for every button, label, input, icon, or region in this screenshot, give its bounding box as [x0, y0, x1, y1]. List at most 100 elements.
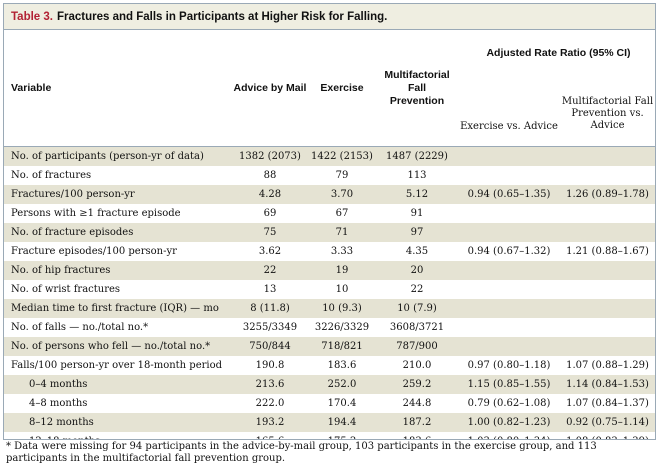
table-row: 8–12 months 193.2 194.4 187.2 1.00 (0.82–1.2… — [4, 413, 655, 432]
cell-exercise-ratio: 0.94 (0.65–1.35) — [460, 185, 558, 204]
cell-exercise: 3.33 — [330, 246, 354, 257]
row-label: No. of falls — no./total no.* — [11, 322, 149, 333]
cell-multi-ratio: 1.08 (0.83–1.39) — [558, 432, 655, 439]
row-label: 8–12 months — [4, 413, 230, 432]
table-frame: Table 3. Fractures and Falls in Particip… — [3, 3, 656, 440]
cell-exercise: 10 — [335, 284, 349, 295]
cell-multifactorial: 787/900 — [374, 337, 460, 356]
cell-multi-ratio — [558, 223, 655, 242]
cell-exercise-ratio — [460, 280, 558, 299]
row-label: Median time to first fracture (IQR) — mo — [4, 299, 230, 318]
cell-multifactorial: 5.12 — [374, 185, 460, 204]
table-row: No. of hip fractures 22 19 20 — [4, 261, 655, 280]
cell-advice: 193.2 — [230, 413, 310, 432]
table-row: No. of persons who fell — no./total no.*… — [4, 337, 655, 356]
cell-exercise-ratio: 0.97 (0.80–1.18) — [467, 360, 551, 371]
cell-advice: 75 — [230, 223, 310, 242]
cell-multi-ratio — [558, 146, 655, 166]
cell-exercise-ratio: 1.03 (0.80–1.34) — [460, 432, 558, 439]
cell-multifactorial: 1487 (2229) — [374, 146, 460, 166]
table-title: Fractures and Falls in Participants at H… — [56, 10, 388, 23]
cell-multifactorial: 97 — [374, 223, 460, 242]
cell-multifactorial: 91 — [410, 208, 424, 219]
cell-advice: 22 — [230, 261, 310, 280]
cell-advice: 222.0 — [255, 398, 285, 409]
cell-exercise-ratio — [460, 318, 558, 337]
cell-exercise: 3.70 — [310, 185, 374, 204]
row-label: 12–18 months — [4, 432, 230, 439]
cell-multifactorial: 4.35 — [405, 246, 429, 257]
table-number: Table 3. — [11, 10, 53, 23]
cell-exercise: 3226/3329 — [314, 322, 370, 333]
table-row: 12–18 months165.6175.2183.61.03 (0.80–1.… — [4, 432, 655, 439]
cell-exercise-ratio: 1.15 (0.85–1.55) — [460, 375, 558, 394]
cell-advice: 750/844 — [230, 337, 310, 356]
header-multifactorial-text: Multifactorial Fall Prevention — [384, 68, 450, 107]
subheader-multi-vs-advice: Multifactorial Fall Prevention vs. Advic… — [561, 96, 654, 131]
cell-multifactorial: 22 — [410, 284, 424, 295]
cell-multifactorial: 20 — [374, 261, 460, 280]
table-body: No. of participants (person-yr of data) 1… — [4, 146, 655, 439]
cell-advice: 213.6 — [230, 375, 310, 394]
cell-exercise: 19 — [310, 261, 374, 280]
cell-multifactorial: 10 (7.9) — [374, 299, 460, 318]
cell-exercise-ratio — [460, 146, 558, 166]
cell-advice: 13 — [263, 284, 277, 295]
table-row: 4–8 months 222.0 170.4 244.8 0.79 (0.62–1.08… — [4, 394, 655, 413]
cell-exercise: 252.0 — [310, 375, 374, 394]
cell-exercise-ratio — [460, 204, 558, 223]
cell-exercise-ratio — [460, 166, 558, 185]
header-variable: Variable — [11, 82, 52, 94]
row-label: 0–4 months — [4, 375, 230, 394]
row-label: No. of fractures — [11, 170, 92, 181]
cell-advice: 3.62 — [258, 246, 282, 257]
cell-multifactorial: 183.6 — [374, 432, 460, 439]
cell-multi-ratio: 0.92 (0.75–1.14) — [558, 413, 655, 432]
cell-exercise-ratio: 1.00 (0.82–1.23) — [460, 413, 558, 432]
row-label: Fracture episodes/100 person-yr — [11, 246, 177, 257]
cell-exercise-ratio — [460, 299, 558, 318]
header-advice: Advice by Mail — [233, 82, 307, 94]
cell-multifactorial: 244.8 — [402, 398, 432, 409]
header-exercise: Exercise — [320, 82, 364, 94]
cell-multifactorial: 210.0 — [402, 360, 432, 371]
table-row: Falls/100 person-yr over 18-month period… — [4, 356, 655, 375]
cell-exercise: 71 — [310, 223, 374, 242]
cell-multi-ratio: 1.14 (0.84–1.53) — [558, 375, 655, 394]
table-footnote: * Data were missing for 94 participants … — [6, 441, 597, 464]
cell-exercise-ratio — [460, 261, 558, 280]
row-label: No. of fracture episodes — [4, 223, 230, 242]
table-row: Fracture episodes/100 person-yr 3.62 3.33 4… — [4, 242, 655, 261]
header-multifactorial: Multifactorial Fall Prevention — [374, 30, 460, 147]
row-label: No. of persons who fell — no./total no.* — [4, 337, 230, 356]
cell-multi-ratio: 1.21 (0.88–1.67) — [566, 246, 649, 257]
table-row: No. of fracture episodes 75 71 97 — [4, 223, 655, 242]
table-row: 0–4 months 213.6 252.0 259.2 1.15 (0.85–1.55… — [4, 375, 655, 394]
table-row: Median time to first fracture (IQR) — mo… — [4, 299, 655, 318]
cell-exercise-ratio — [460, 337, 558, 356]
cell-exercise-ratio: 0.94 (0.67–1.32) — [467, 246, 551, 257]
cell-exercise: 175.2 — [310, 432, 374, 439]
table-title-bar: Table 3. Fractures and Falls in Particip… — [4, 4, 655, 30]
cell-multi-ratio — [558, 280, 655, 299]
cell-advice: 69 — [263, 208, 277, 219]
table-row: Persons with ≥1 fracture episode 69 67 91 — [4, 204, 655, 223]
table-row: No. of participants (person-yr of data) 1… — [4, 146, 655, 166]
cell-multi-ratio — [558, 318, 655, 337]
row-label: Persons with ≥1 fracture episode — [11, 208, 181, 219]
cell-advice: 4.28 — [230, 185, 310, 204]
cell-advice: 88 — [263, 170, 277, 181]
table-row: No. of wrist fractures 13 10 22 — [4, 280, 655, 299]
cell-multi-ratio: 1.07 (0.88–1.29) — [566, 360, 649, 371]
row-label: No. of hip fractures — [4, 261, 230, 280]
cell-exercise-ratio — [460, 223, 558, 242]
cell-exercise: 170.4 — [327, 398, 357, 409]
cell-multi-ratio — [558, 261, 655, 280]
cell-exercise: 718/821 — [310, 337, 374, 356]
cell-exercise-ratio: 0.79 (0.62–1.08) — [467, 398, 551, 409]
cell-exercise: 1422 (2153) — [310, 146, 374, 166]
cell-exercise: 67 — [335, 208, 349, 219]
data-table: Variable Advice by Mail Exercise Multifa… — [4, 30, 655, 439]
header-adjusted-ratio: Adjusted Rate Ratio (95% CI) — [486, 47, 631, 59]
table-row: No. of fractures 88 79 113 — [4, 166, 655, 185]
